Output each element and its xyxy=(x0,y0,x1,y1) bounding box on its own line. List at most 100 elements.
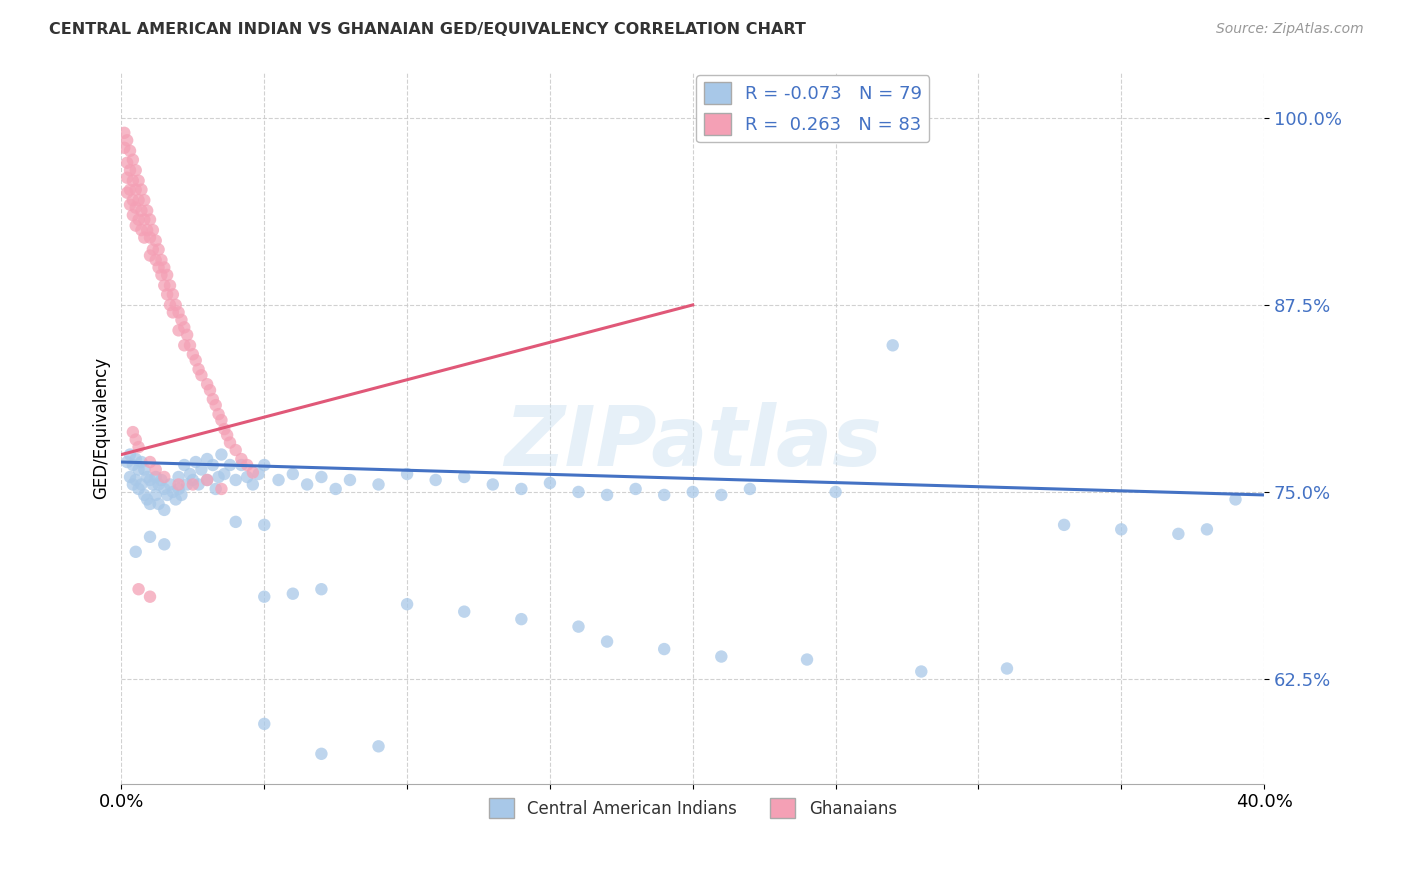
Point xyxy=(136,203,159,218)
Point xyxy=(156,268,179,282)
Point xyxy=(311,582,333,597)
Point xyxy=(131,455,153,469)
Point xyxy=(118,163,141,178)
Point xyxy=(167,477,190,491)
Point xyxy=(148,260,170,275)
Point xyxy=(225,515,247,529)
Point xyxy=(134,193,156,207)
Point xyxy=(710,488,733,502)
Point xyxy=(596,634,619,648)
Point xyxy=(125,201,148,215)
Point xyxy=(125,545,148,559)
Point xyxy=(142,243,165,257)
Point xyxy=(219,435,242,450)
Text: Source: ZipAtlas.com: Source: ZipAtlas.com xyxy=(1216,22,1364,37)
Point xyxy=(148,243,170,257)
Point xyxy=(281,467,304,481)
Point xyxy=(139,497,162,511)
Point xyxy=(195,473,218,487)
Point xyxy=(128,440,150,454)
Point xyxy=(122,208,145,222)
Point xyxy=(125,183,148,197)
Point xyxy=(995,661,1018,675)
Point xyxy=(153,503,176,517)
Point xyxy=(167,482,190,496)
Point xyxy=(159,278,181,293)
Point xyxy=(122,458,145,472)
Point xyxy=(204,482,226,496)
Point xyxy=(1053,517,1076,532)
Point xyxy=(253,517,276,532)
Point xyxy=(209,482,232,496)
Point xyxy=(242,466,264,480)
Point xyxy=(128,193,150,207)
Point xyxy=(481,477,503,491)
Point xyxy=(173,458,195,472)
Point xyxy=(128,582,150,597)
Point xyxy=(181,473,204,487)
Point xyxy=(131,203,153,218)
Point xyxy=(207,470,229,484)
Point xyxy=(796,652,818,666)
Point xyxy=(162,485,184,500)
Point xyxy=(134,212,156,227)
Point xyxy=(207,407,229,421)
Point xyxy=(145,470,167,484)
Point xyxy=(311,470,333,484)
Point xyxy=(139,473,162,487)
Point xyxy=(184,353,207,368)
Point xyxy=(150,268,173,282)
Point xyxy=(131,477,153,491)
Point xyxy=(190,368,212,383)
Point xyxy=(567,485,589,500)
Point xyxy=(139,248,162,262)
Point xyxy=(325,482,347,496)
Point xyxy=(195,377,218,392)
Point xyxy=(738,482,761,496)
Point xyxy=(181,477,204,491)
Point xyxy=(242,477,264,491)
Point xyxy=(153,482,176,496)
Point xyxy=(295,477,318,491)
Point xyxy=(134,462,156,476)
Point xyxy=(131,183,153,197)
Point xyxy=(882,338,904,352)
Point xyxy=(153,470,176,484)
Point xyxy=(136,492,159,507)
Point xyxy=(148,497,170,511)
Point xyxy=(187,362,209,376)
Point xyxy=(214,422,236,436)
Point xyxy=(115,455,138,469)
Point xyxy=(624,482,647,496)
Point xyxy=(1109,522,1132,536)
Point xyxy=(139,230,162,244)
Point xyxy=(176,327,198,342)
Point xyxy=(128,212,150,227)
Legend: Central American Indians, Ghanaians: Central American Indians, Ghanaians xyxy=(482,791,904,825)
Point xyxy=(125,433,148,447)
Point xyxy=(367,739,389,754)
Point xyxy=(652,642,675,657)
Point xyxy=(231,452,253,467)
Point xyxy=(652,488,675,502)
Point xyxy=(128,174,150,188)
Point xyxy=(128,462,150,476)
Point xyxy=(148,477,170,491)
Point xyxy=(139,590,162,604)
Point xyxy=(142,223,165,237)
Point xyxy=(118,470,141,484)
Point xyxy=(139,212,162,227)
Point xyxy=(1225,492,1247,507)
Point xyxy=(179,338,201,352)
Point xyxy=(187,477,209,491)
Point xyxy=(236,458,259,472)
Point xyxy=(247,467,270,481)
Point xyxy=(596,488,619,502)
Point xyxy=(125,473,148,487)
Point xyxy=(209,413,232,427)
Point xyxy=(122,193,145,207)
Point xyxy=(118,197,141,211)
Point xyxy=(339,473,361,487)
Point xyxy=(136,223,159,237)
Point xyxy=(115,133,138,147)
